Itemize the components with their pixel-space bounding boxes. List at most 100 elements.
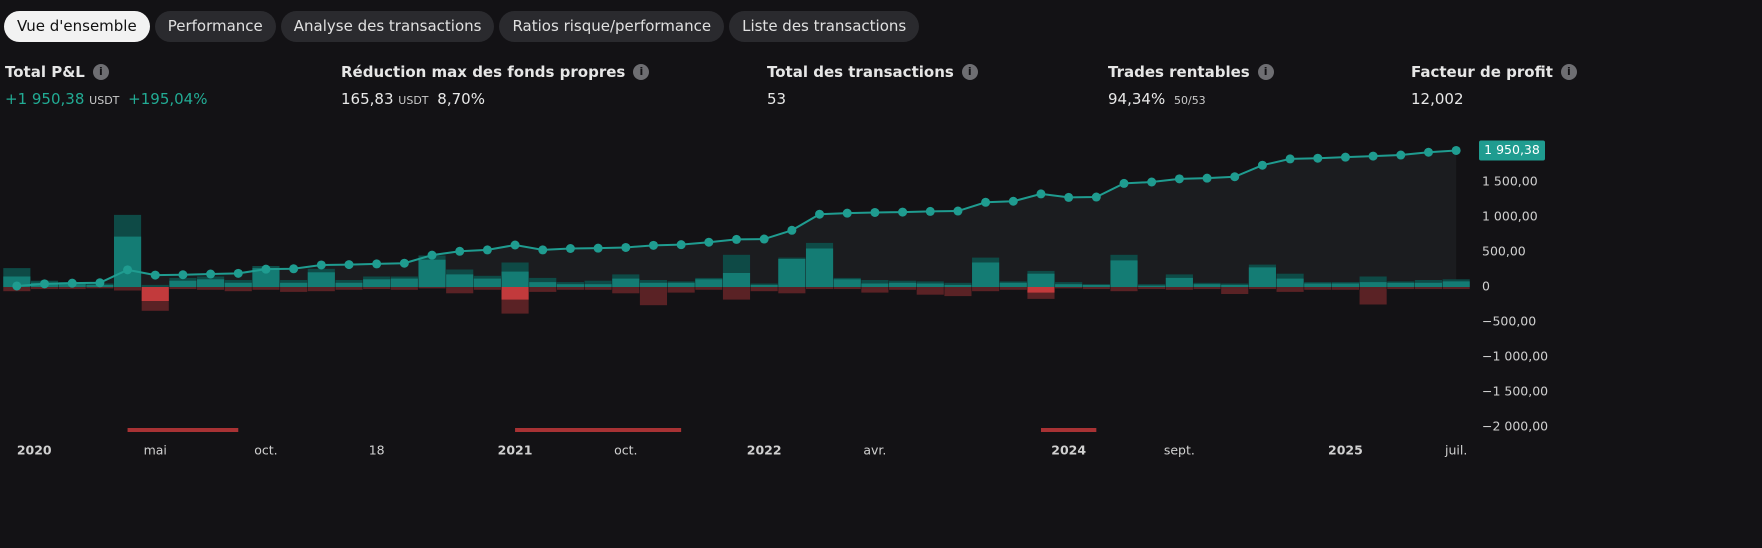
trade-bar bbox=[446, 287, 474, 294]
equity-point bbox=[787, 225, 797, 235]
trade-bar bbox=[667, 282, 695, 287]
stat-value: 94,34% bbox=[1108, 90, 1166, 108]
trade-bar bbox=[418, 259, 446, 287]
x-tick-label: 2022 bbox=[747, 443, 782, 458]
trade-bar bbox=[335, 287, 363, 290]
stat-value-row: 12,002 bbox=[1411, 90, 1577, 108]
trade-bar bbox=[1304, 287, 1332, 290]
equity-area bbox=[16, 150, 1457, 287]
trade-bar bbox=[750, 287, 778, 292]
info-icon[interactable]: i bbox=[1560, 64, 1577, 80]
stat-label: Facteur de profit bbox=[1411, 63, 1553, 81]
stat-label-row: Trades rentables i bbox=[1108, 63, 1274, 81]
y-tick-label: −2 000,00 bbox=[1482, 419, 1548, 434]
stat-label-row: Réduction max des fonds propres i bbox=[341, 63, 650, 81]
trade-bar bbox=[805, 248, 834, 287]
equity-point bbox=[95, 278, 105, 288]
equity-point bbox=[1285, 154, 1295, 164]
equity-point bbox=[1119, 178, 1129, 188]
trade-bar bbox=[722, 273, 751, 287]
trade-bar bbox=[612, 278, 640, 287]
trade-bar bbox=[197, 279, 225, 287]
equity-point bbox=[455, 246, 465, 256]
trade-bar bbox=[1110, 260, 1138, 287]
stat-value-row: 53 bbox=[767, 90, 978, 108]
equity-point bbox=[510, 240, 520, 250]
x-tick-label: mai bbox=[144, 443, 167, 458]
x-tick-label: 2020 bbox=[17, 443, 52, 458]
y-tick-label: −1 500,00 bbox=[1482, 384, 1548, 399]
trade-bar bbox=[1082, 284, 1110, 287]
equity-point bbox=[1230, 172, 1240, 182]
equity-point bbox=[399, 258, 409, 268]
drawdown-period bbox=[127, 428, 239, 432]
trade-bar bbox=[1414, 282, 1443, 287]
equity-point bbox=[150, 270, 160, 280]
stat-unit: USDT bbox=[398, 94, 429, 107]
trade-bar bbox=[501, 271, 529, 287]
tab[interactable]: Performance bbox=[154, 11, 276, 42]
stat: Facteur de profit i 12,002 bbox=[1411, 63, 1577, 108]
equity-point bbox=[1368, 151, 1378, 161]
equity-point bbox=[372, 259, 382, 269]
trade-bar bbox=[584, 280, 612, 287]
trade-bar bbox=[113, 236, 142, 287]
trade-bar bbox=[86, 287, 114, 289]
equity-point bbox=[732, 234, 741, 244]
trade-bar bbox=[169, 287, 197, 290]
trade-bar bbox=[1276, 278, 1304, 287]
trade-bar bbox=[944, 287, 972, 297]
x-tick-label: oct. bbox=[254, 443, 277, 458]
trade-bar bbox=[363, 287, 391, 290]
trade-bar bbox=[1331, 283, 1360, 287]
trade-bar bbox=[141, 287, 169, 301]
y-tick-label: 0 bbox=[1482, 279, 1490, 294]
info-icon[interactable]: i bbox=[92, 64, 109, 80]
drawdown-period bbox=[515, 428, 682, 432]
trade-bar bbox=[972, 262, 1000, 287]
stat: Réduction max des fonds propres i 165,83 U… bbox=[341, 63, 650, 108]
trade-bar bbox=[1387, 282, 1415, 287]
stat-label-row: Total des transactions i bbox=[767, 63, 978, 81]
trade-bar bbox=[169, 280, 197, 287]
stat-extra: +195,04% bbox=[128, 90, 208, 108]
stat-label: Trades rentables bbox=[1108, 63, 1250, 81]
trade-bar bbox=[529, 287, 557, 292]
trade-bar bbox=[1248, 287, 1276, 290]
equity-point bbox=[1036, 189, 1046, 199]
equity-point bbox=[482, 245, 492, 255]
trade-bar bbox=[1387, 287, 1415, 290]
y-tick-label: 1 000,00 bbox=[1482, 209, 1538, 224]
info-icon[interactable]: i bbox=[633, 64, 650, 80]
equity-point bbox=[1257, 160, 1267, 170]
equity-point bbox=[759, 234, 769, 244]
trade-bar bbox=[1165, 287, 1193, 290]
info-icon[interactable]: i bbox=[1257, 64, 1274, 80]
end-label: 1 950,38 bbox=[1484, 142, 1540, 157]
trade-bar bbox=[778, 259, 806, 287]
tab[interactable]: Vue d'ensemble bbox=[4, 11, 150, 42]
trade-bar bbox=[390, 287, 418, 290]
trade-bar bbox=[1248, 267, 1276, 287]
tab[interactable]: Liste des transactions bbox=[729, 11, 920, 42]
stat-label: Réduction max des fonds propres bbox=[341, 63, 626, 81]
equity-point bbox=[67, 278, 77, 288]
y-tick-label: 1 500,00 bbox=[1482, 174, 1538, 189]
stat-value: 12,002 bbox=[1411, 90, 1464, 108]
trade-bar bbox=[280, 287, 308, 292]
trade-bar bbox=[861, 287, 889, 293]
trade-bar bbox=[252, 268, 280, 287]
tab[interactable]: Analyse des transactions bbox=[280, 11, 495, 42]
equity-point bbox=[1064, 192, 1074, 202]
end-label-box bbox=[1479, 140, 1545, 161]
stat-unit: USDT bbox=[89, 94, 120, 107]
trade-bar bbox=[473, 287, 501, 290]
trade-bar bbox=[833, 279, 861, 287]
tab[interactable]: Ratios risque/performance bbox=[499, 11, 725, 42]
x-tick-label: oct. bbox=[614, 443, 637, 458]
equity-point bbox=[676, 240, 686, 250]
info-icon[interactable]: i bbox=[961, 64, 978, 80]
equity-point bbox=[344, 260, 354, 270]
trade-bar bbox=[999, 282, 1027, 287]
stat-value-row: +1 950,38 USDT +195,04% bbox=[5, 90, 207, 108]
